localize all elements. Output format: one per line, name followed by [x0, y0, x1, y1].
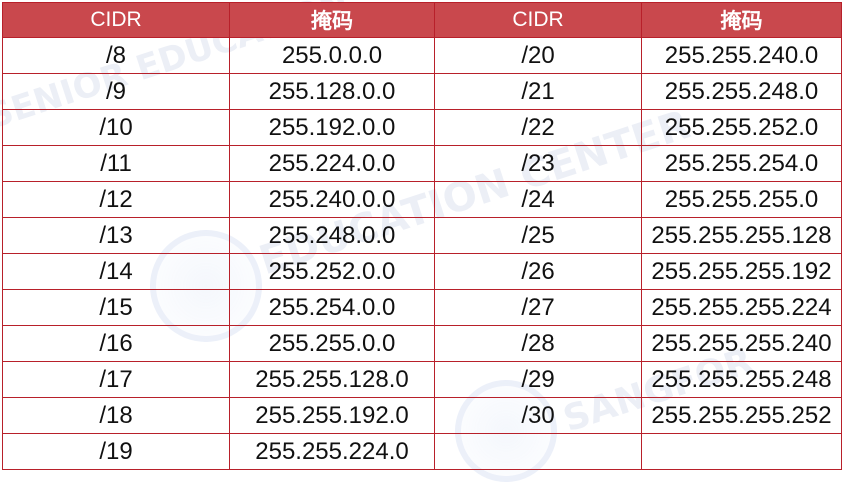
mask-cell: 255.248.0.0	[229, 217, 435, 254]
table-row: /12 255.240.0.0 /24 255.255.255.0	[2, 181, 842, 218]
table-row: /14 255.252.0.0 /26 255.255.255.192	[2, 253, 842, 290]
mask-cell: 255.255.255.0	[641, 181, 842, 218]
mask-cell: 255.192.0.0	[229, 109, 435, 146]
cidr-cell: /8	[2, 37, 230, 74]
mask-cell	[641, 433, 842, 470]
cidr-cell: /30	[434, 397, 642, 434]
table-row: /16 255.255.0.0 /28 255.255.255.240	[2, 325, 842, 362]
mask-cell: 255.224.0.0	[229, 145, 435, 182]
table-row: /10 255.192.0.0 /22 255.255.252.0	[2, 109, 842, 146]
mask-cell: 255.0.0.0	[229, 37, 435, 74]
mask-cell: 255.255.255.252	[641, 397, 842, 434]
cidr-cell: /22	[434, 109, 642, 146]
table-row: /9 255.128.0.0 /21 255.255.248.0	[2, 73, 842, 110]
mask-cell: 255.255.248.0	[641, 73, 842, 110]
cidr-cell: /11	[2, 145, 230, 182]
column-header-mask: 掩码	[229, 2, 435, 38]
cidr-cell: /13	[2, 217, 230, 254]
cidr-cell: /25	[434, 217, 642, 254]
cidr-cell	[434, 433, 642, 470]
cidr-mask-table: CIDR 掩码 CIDR 掩码 /8 255.0.0.0 /20 255.255…	[2, 2, 842, 470]
mask-cell: 255.255.255.248	[641, 361, 842, 398]
table-row: /11 255.224.0.0 /23 255.255.254.0	[2, 145, 842, 182]
mask-cell: 255.255.255.224	[641, 289, 842, 326]
cidr-cell: /29	[434, 361, 642, 398]
cidr-cell: /20	[434, 37, 642, 74]
cidr-cell: /23	[434, 145, 642, 182]
mask-cell: 255.255.0.0	[229, 325, 435, 362]
mask-cell: 255.254.0.0	[229, 289, 435, 326]
mask-cell: 255.255.255.128	[641, 217, 842, 254]
table-row: /15 255.254.0.0 /27 255.255.255.224	[2, 289, 842, 326]
column-header-cidr: CIDR	[2, 2, 230, 38]
mask-cell: 255.255.192.0	[229, 397, 435, 434]
cidr-cell: /16	[2, 325, 230, 362]
cidr-cell: /27	[434, 289, 642, 326]
cidr-cell: /19	[2, 433, 230, 470]
table-row: /17 255.255.128.0 /29 255.255.255.248	[2, 361, 842, 398]
mask-cell: 255.128.0.0	[229, 73, 435, 110]
cidr-cell: /28	[434, 325, 642, 362]
mask-cell: 255.240.0.0	[229, 181, 435, 218]
table-row: /8 255.0.0.0 /20 255.255.240.0	[2, 37, 842, 74]
mask-cell: 255.252.0.0	[229, 253, 435, 290]
cidr-cell: /10	[2, 109, 230, 146]
cidr-cell: /21	[434, 73, 642, 110]
cidr-cell: /15	[2, 289, 230, 326]
table-row: /13 255.248.0.0 /25 255.255.255.128	[2, 217, 842, 254]
cidr-cell: /24	[434, 181, 642, 218]
cidr-cell: /18	[2, 397, 230, 434]
cidr-cell: /26	[434, 253, 642, 290]
mask-cell: 255.255.224.0	[229, 433, 435, 470]
mask-cell: 255.255.240.0	[641, 37, 842, 74]
mask-cell: 255.255.255.240	[641, 325, 842, 362]
mask-cell: 255.255.252.0	[641, 109, 842, 146]
mask-cell: 255.255.255.192	[641, 253, 842, 290]
column-header-mask: 掩码	[641, 2, 842, 38]
cidr-cell: /14	[2, 253, 230, 290]
cidr-cell: /9	[2, 73, 230, 110]
mask-cell: 255.255.128.0	[229, 361, 435, 398]
cidr-cell: /17	[2, 361, 230, 398]
column-header-cidr: CIDR	[434, 2, 642, 38]
cidr-cell: /12	[2, 181, 230, 218]
table-row: /18 255.255.192.0 /30 255.255.255.252	[2, 397, 842, 434]
mask-cell: 255.255.254.0	[641, 145, 842, 182]
table-header-row: CIDR 掩码 CIDR 掩码	[2, 2, 842, 38]
table-row: /19 255.255.224.0	[2, 433, 842, 470]
